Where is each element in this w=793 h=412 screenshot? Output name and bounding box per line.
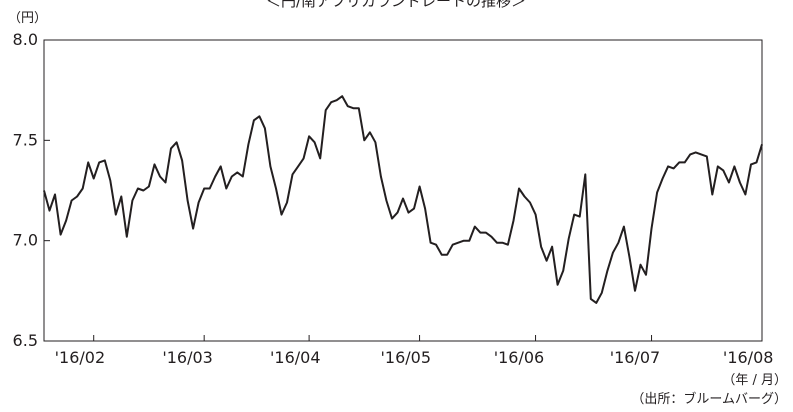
- plot-frame: [43, 39, 763, 342]
- series-line: [43, 95, 763, 304]
- x-axis: '16/02 '16/03 '16/04 '16/05 '16/06 '16/07 '16/…: [55, 335, 774, 367]
- x-tick-label: '16/07: [610, 348, 661, 367]
- y-tick-label: 6.5: [13, 331, 38, 350]
- x-tick-label: '16/05: [381, 348, 432, 367]
- x-tick-label: '16/04: [270, 348, 321, 367]
- x-tick-label: '16/06: [494, 348, 545, 367]
- x-unit-label: （年 / 月）: [722, 373, 787, 388]
- x-tick-label: '16/08: [723, 348, 774, 367]
- y-tick-label: 7.0: [13, 231, 38, 250]
- y-unit-label: （円）: [8, 11, 47, 26]
- source-note: （出所：ブルームバーグ）: [631, 391, 787, 407]
- y-axis: 8.0 7.5 7.0 6.5: [13, 30, 50, 350]
- chart-title: ＜円/南アフリカランドレートの推移＞: [266, 0, 526, 10]
- x-tick-label: '16/02: [55, 348, 106, 367]
- y-tick-label: 7.5: [13, 130, 38, 149]
- y-tick-label: 8.0: [13, 30, 38, 49]
- x-tick-label: '16/03: [162, 348, 213, 367]
